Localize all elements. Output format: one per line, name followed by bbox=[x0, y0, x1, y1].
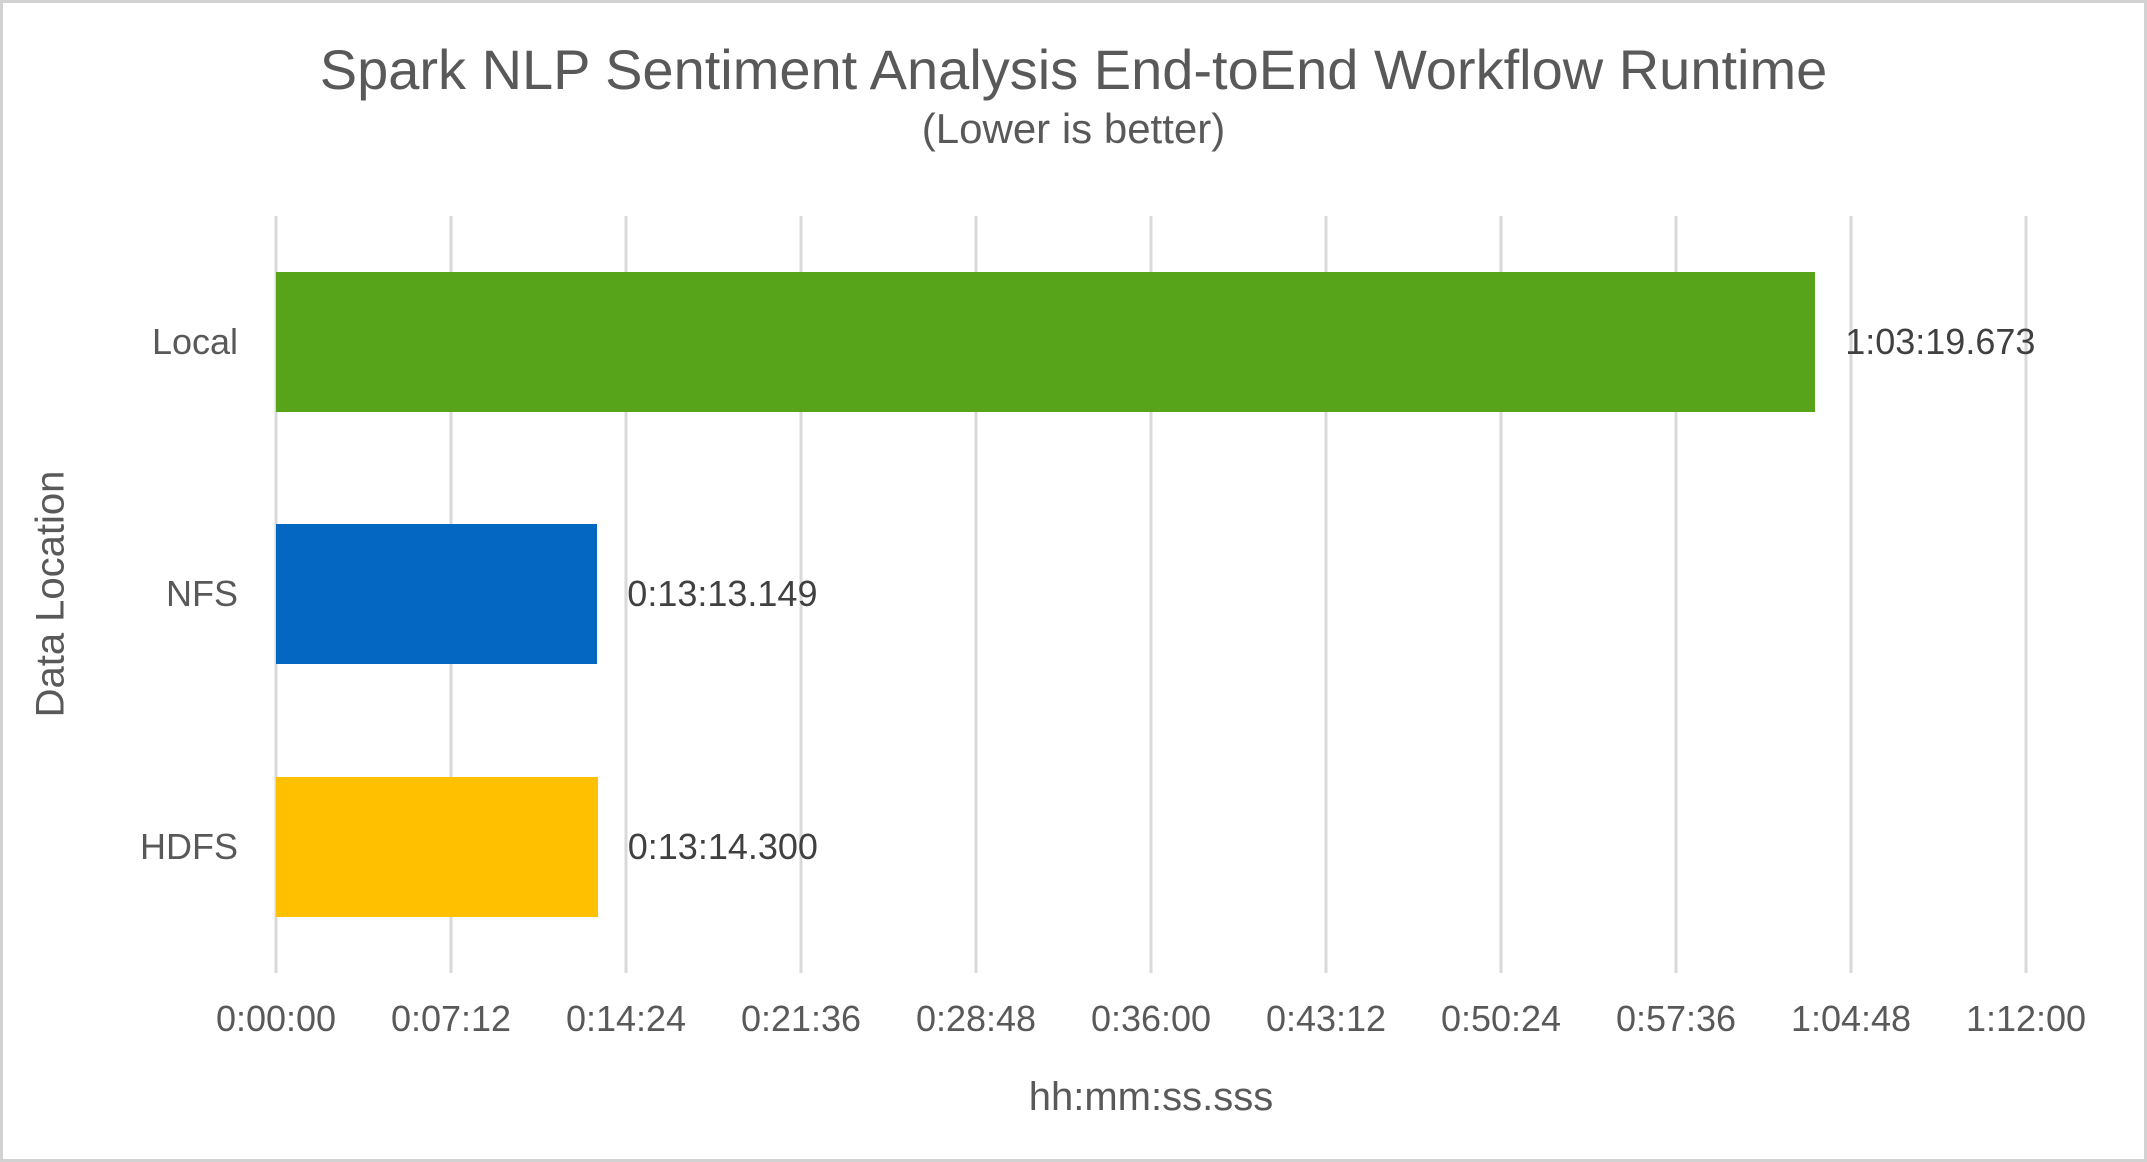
plot-area: Local 1:03:19.673 NFS 0:13:13.149 HDFS 0:13:1… bbox=[140, 216, 2035, 973]
gridline bbox=[1674, 216, 1678, 973]
x-tick-label: 0:21:36 bbox=[740, 998, 862, 1039]
gridline bbox=[1324, 216, 1328, 973]
gridline bbox=[2024, 216, 2028, 973]
x-tick-label: 0:28:48 bbox=[915, 998, 1037, 1039]
gridline bbox=[1499, 216, 1503, 973]
x-tick-label: 0:50:24 bbox=[1440, 998, 1562, 1039]
y-axis-title: Data Location bbox=[28, 470, 73, 718]
bar-row: Local 1:03:19.673 bbox=[152, 216, 2035, 468]
x-tick-label: 1:12:00 bbox=[1965, 998, 2087, 1039]
bar-row: HDFS 0:13:14.300 bbox=[140, 721, 2026, 973]
category-label: Local bbox=[151, 321, 238, 363]
x-axis-title: hh:mm:ss.sss bbox=[1028, 1075, 1274, 1119]
x-tick-label: 1:04:48 bbox=[1790, 998, 1912, 1039]
value-label: 0:13:13.149 bbox=[627, 573, 818, 615]
x-tick-label: 0:36:00 bbox=[1090, 998, 1212, 1039]
category-label: HDFS bbox=[140, 825, 238, 867]
x-tick-label: 0:57:36 bbox=[1615, 998, 1737, 1039]
bar-row: NFS 0:13:13.149 bbox=[166, 468, 2026, 720]
gridline bbox=[1149, 216, 1153, 973]
value-label: 0:13:14.300 bbox=[627, 825, 818, 867]
x-tick-label: 0:00:00 bbox=[215, 998, 337, 1039]
gridline bbox=[799, 216, 803, 973]
chart-title: Spark NLP Sentiment Analysis End-toEnd W… bbox=[319, 38, 1828, 101]
x-tick-label: 0:14:24 bbox=[565, 998, 687, 1039]
x-axis-ticks: 0:00:00 0:07:12 0:14:24 0:21:36 0:28:48 0:36:… bbox=[216, 998, 2086, 1042]
value-label: 1:03:19.673 bbox=[1845, 321, 2036, 363]
bar bbox=[276, 272, 1816, 413]
chart-subtitle: (Lower is better) bbox=[921, 105, 1226, 152]
x-tick-label: 0:07:12 bbox=[390, 998, 512, 1039]
x-tick-label: 0:43:12 bbox=[1265, 998, 1387, 1039]
gridline bbox=[1849, 216, 1853, 973]
category-label: NFS bbox=[166, 573, 238, 615]
gridline bbox=[624, 216, 628, 973]
gridline bbox=[974, 216, 978, 973]
bar bbox=[276, 776, 598, 917]
bar bbox=[276, 524, 598, 665]
